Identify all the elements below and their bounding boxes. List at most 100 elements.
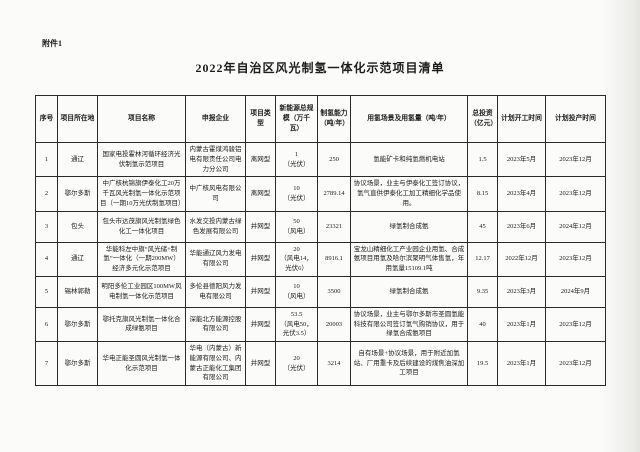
table-cell: 2023年12月	[545, 306, 606, 343]
table-cell: 并网型	[245, 210, 276, 243]
table-cell: 离网型	[245, 176, 276, 212]
table-cell: 12.17	[467, 241, 498, 277]
table-cell: 2023年3月	[497, 275, 546, 308]
table-cell: 协议场景，业主与伊泰化工签订协议，氢气直供伊泰化工加工精细化学品使用。	[350, 176, 468, 212]
table-cell: 1 （光伏）	[275, 141, 318, 178]
table-header-cell: 计划开工时间	[497, 95, 546, 143]
table-cell: 鄂尔多斯	[57, 176, 98, 212]
table-cell: 华电（内蒙古）新能源有限公司、内蒙古正能化工集团有限公司	[185, 341, 246, 386]
table-row: 6 鄂尔多斯 鄂托克旗风光制氢一体化合成绿氨项目 深能北方能源控股有限公司 并网型 53.…	[35, 306, 606, 343]
table-cell: 绿氢制合成氨	[350, 275, 468, 308]
table-header-row: 序号 项目所在地 项目名称 申报企业 项目类型 新能源总规模（万千瓦） 制氢能力（吨/年）用…	[35, 95, 606, 143]
table-cell: 鄂尔多斯	[57, 306, 98, 343]
table-cell: 20 （风电14，光伏6）	[275, 241, 318, 277]
table-cell: 离网型	[245, 141, 276, 178]
table-cell: 绿氢制合成氨	[350, 210, 468, 243]
table-cell: 3500	[317, 275, 351, 308]
table-cell: 包头	[57, 210, 98, 243]
table-cell: 内蒙古霍煤鸿骏铝电有限责任公司电力分公司	[185, 141, 246, 178]
table-cell: 并网型	[245, 241, 276, 277]
table-header-cell: 序号	[35, 95, 58, 143]
table-cell: 包头市达茂旗风光制氢绿色化工一体化项目	[97, 210, 186, 243]
table-cell: 23321	[317, 210, 351, 243]
table-row: 2 鄂尔多斯 中广核杭锦旗伊泰化工20万千瓦风光制氢一体化示范项目（一期10万光伏制…	[35, 176, 606, 212]
table-header-cell: 申报企业	[185, 95, 246, 143]
table-row: 7 鄂尔多斯 华电正能圣圆风光制氢一体化示范项目 华电（内蒙古）新能源有限公司、内蒙古…	[35, 341, 606, 386]
table-header-cell: 项目所在地	[57, 95, 98, 143]
table-cell: 水发交投内蒙古绿色发展有限公司	[185, 210, 246, 243]
table-cell: 鄂尔多斯	[57, 341, 98, 386]
table-cell: 10 （风电）	[275, 275, 318, 308]
table-cell: 2023年1月	[497, 341, 546, 386]
table-header-cell: 项目类型	[245, 95, 276, 143]
table-header-cell: 总投资（亿元）	[467, 95, 498, 143]
table-cell: 鄂托克旗风光制氢一体化合成绿氨项目	[97, 306, 186, 343]
table-cell: 1	[35, 141, 58, 178]
table-cell: 2023年5月	[497, 141, 546, 178]
table-header-cell: 制氢能力（吨/年）	[317, 95, 351, 143]
table-cell: 2023年6月	[497, 210, 546, 243]
table-cell: 50 （风电）	[275, 210, 318, 243]
table-row: 4 通辽 华能科左中旗“风光储+制氢”一体化（一期200MW）经济多元化示范项目 华能…	[35, 241, 606, 277]
table-cell: 8.15	[467, 176, 498, 212]
table-cell: 40	[467, 306, 498, 343]
table-cell: 2022年12月	[497, 241, 546, 277]
table-cell: 多伦县德阳风力发电有限公司	[185, 275, 246, 308]
table-header-cell: 新能源总规模（万千瓦）	[275, 95, 318, 143]
table-cell: 2023年12月	[545, 241, 606, 277]
table-cell: 锡林郭勒	[57, 275, 98, 308]
table-cell: 2023年12月	[545, 341, 606, 386]
table-cell: 6	[35, 306, 58, 343]
table-cell: 华电正能圣圆风光制氢一体化示范项目	[97, 341, 186, 386]
table-cell: 2023年12月	[545, 176, 606, 212]
table-cell: 氢能矿卡和纯氢燃机电站	[350, 141, 468, 178]
table-row: 3 包头 包头市达茂旗风光制氢绿色化工一体化项目 水发交投内蒙古绿色发展有限公司 并网型…	[35, 210, 606, 243]
table-cell: 5	[35, 275, 58, 308]
table-row: 5 锡林郭勒 明阳多伦工业园区100MW风电制氢一体化示范项目 多伦县德阳风力发电有限…	[35, 275, 606, 308]
table-cell: 中广核杭锦旗伊泰化工20万千瓦风光制氢一体化示范项目（一期10万光伏制氢项目）	[97, 176, 186, 212]
table-cell: 8916.1	[317, 241, 351, 277]
table-cell: 明阳多伦工业园区100MW风电制氢一体化示范项目	[97, 275, 186, 308]
table-cell: 1.5	[467, 141, 498, 178]
table-cell: 2023年12月	[545, 141, 606, 178]
table-cell: 并网型	[245, 341, 276, 386]
table-cell: 9.35	[467, 275, 498, 308]
table-cell: 7	[35, 341, 58, 386]
table-cell: 3	[35, 210, 58, 243]
table-cell: 通辽	[57, 241, 98, 277]
table-cell: 华能通辽风力发电有限公司	[185, 241, 246, 277]
table-cell: 2023年1月	[497, 306, 546, 343]
table-cell: 深能北方能源控股有限公司	[185, 306, 246, 343]
table-cell: 通辽	[57, 141, 98, 178]
table-cell: 20 （光伏）	[275, 341, 318, 386]
table-cell: 2789.14	[317, 176, 351, 212]
table-cell: 2	[35, 176, 58, 212]
table-header-cell: 用氢场景及用氢量（吨/年）	[350, 95, 468, 143]
table-cell: 20003	[317, 306, 351, 343]
document-title: 2022年自治区风光制氢一体化示范项目清单	[195, 61, 445, 75]
table-cell: 国家电投霍林河循环经济光伏制氢示范项目	[97, 141, 186, 178]
table-cell: 4	[35, 241, 58, 277]
table-cell: 2024年9月	[545, 275, 606, 308]
table-cell: 45	[467, 210, 498, 243]
table-cell: 53.5 （风电50，光伏3.5）	[275, 306, 318, 343]
projects-table: 序号 项目所在地 项目名称 申报企业 项目类型 新能源总规模（万千瓦） 制氢能力（吨/年）用…	[35, 95, 606, 386]
table-cell: 10 （光伏）	[275, 176, 318, 212]
table-cell: 自有场景+协议场景，用于附近加氢站、厂用重卡及后续建设的煤焦油深加工项目	[350, 341, 468, 386]
table-cell: 并网型	[245, 275, 276, 308]
table-cell: 2023年4月	[497, 176, 546, 212]
table-cell: 宝龙山精细化工产业园企业用氢、合成氨项目用氢及哈尔滨聚明气体售氢，年用氢量151…	[350, 241, 468, 277]
table-header-cell: 计划投产时间	[545, 95, 606, 143]
table-cell: 并网型	[245, 306, 276, 343]
table-row: 1 通辽 国家电投霍林河循环经济光伏制氢示范项目 内蒙古霍煤鸿骏铝电有限责任公司电力分…	[35, 141, 606, 178]
table-cell: 3214	[317, 341, 351, 386]
table-cell: 协议场景，业主与鄂尔多斯市圣圆氢能科技有限公司签订氢气购销协议，用于绿氢合成氨项…	[350, 306, 468, 343]
table-cell: 250	[317, 141, 351, 178]
table-cell: 中广核风电有限公司	[185, 176, 246, 212]
table-cell: 19.5	[467, 341, 498, 386]
attachment-label: 附件1	[42, 39, 62, 48]
table-header-cell: 项目名称	[97, 95, 186, 143]
table-body: 1 通辽 国家电投霍林河循环经济光伏制氢示范项目 内蒙古霍煤鸿骏铝电有限责任公司电力分…	[35, 141, 606, 386]
table-cell: 华能科左中旗“风光储+制氢”一体化（一期200MW）经济多元化示范项目	[97, 241, 186, 277]
